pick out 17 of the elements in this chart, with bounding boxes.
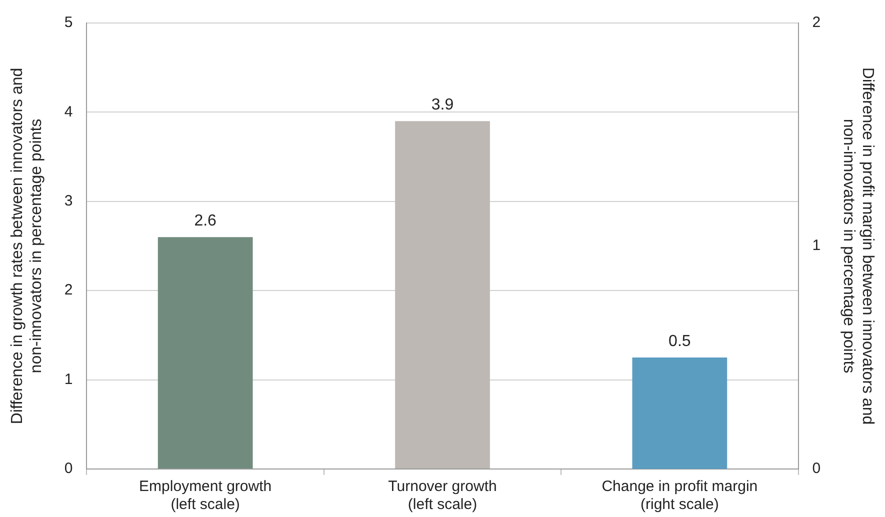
- x-tick-label: Turnover growth (left scale): [388, 478, 497, 514]
- y-tick-label: 2: [64, 282, 73, 299]
- y2-tick-label: 2: [812, 14, 821, 32]
- y-tick-label: 0: [64, 460, 73, 478]
- y-tick-label: 3: [64, 192, 73, 210]
- data-label: 0.5: [668, 332, 691, 350]
- data-label: 3.9: [431, 96, 454, 114]
- y-tick-label: 5: [64, 14, 73, 32]
- x-tick-label: Change in profit margin (right scale): [602, 478, 758, 514]
- x-tick-label: Employment growth (left scale): [139, 478, 272, 514]
- y2-tick-label: 1: [812, 237, 821, 254]
- data-label: 2.6: [194, 212, 217, 230]
- y2-axis-title: Difference in profit margin between innovators and non-innovators in percentage points: [840, 67, 876, 425]
- y-tick-label: 4: [64, 103, 73, 120]
- y2-tick-label: 0: [812, 460, 821, 478]
- y-tick-label: 1: [64, 370, 73, 388]
- y-axis-title: Difference in growth rates between innovators and non-innovators in percentage points: [9, 68, 46, 424]
